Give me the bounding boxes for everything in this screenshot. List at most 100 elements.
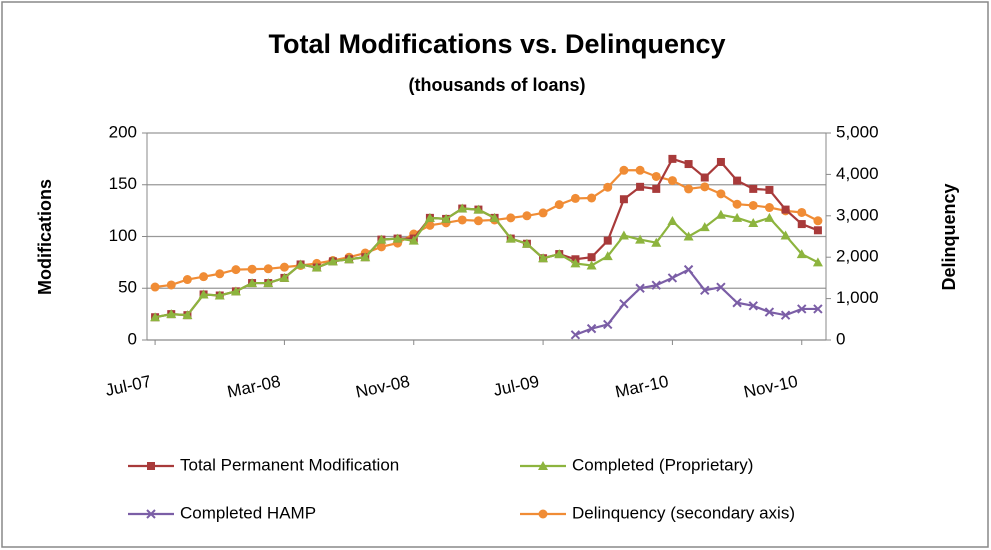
data-point	[651, 237, 662, 247]
data-point	[699, 222, 710, 232]
legend-marker	[147, 462, 155, 470]
data-point	[344, 254, 355, 264]
data-point	[780, 310, 791, 320]
data-point	[683, 264, 694, 275]
data-point	[716, 189, 726, 199]
data-point	[489, 212, 500, 222]
data-point	[279, 272, 290, 282]
data-point	[684, 184, 694, 194]
data-point	[570, 330, 581, 340]
data-point	[457, 203, 468, 213]
chart-subtitle: (thousands of loans)	[409, 75, 586, 95]
y2-tick-label: 2,000	[836, 247, 879, 266]
data-point	[505, 233, 516, 243]
y2-tick-label: 5,000	[836, 122, 879, 141]
data-point	[652, 184, 661, 193]
y2-tick-label: 0	[836, 329, 845, 348]
data-point	[231, 265, 241, 275]
data-point	[748, 200, 758, 210]
data-point	[263, 278, 274, 288]
data-point	[570, 258, 581, 268]
data-point	[586, 323, 597, 334]
data-point	[749, 184, 758, 193]
data-point	[651, 280, 661, 290]
legend-marker	[538, 461, 548, 470]
y-tick-label: 150	[109, 174, 137, 193]
data-point	[506, 213, 516, 223]
y-tick-label: 100	[109, 226, 137, 245]
data-point	[780, 230, 791, 240]
series-line	[575, 268, 818, 336]
y-tick-label: 0	[128, 329, 137, 348]
data-point	[797, 304, 807, 314]
data-point	[473, 204, 484, 214]
data-point	[619, 195, 628, 204]
data-point	[587, 253, 596, 262]
data-point	[700, 182, 710, 192]
data-point	[424, 212, 435, 222]
data-point	[230, 286, 241, 296]
data-point	[522, 211, 532, 221]
data-point	[247, 278, 258, 288]
data-point	[554, 249, 565, 259]
data-point	[812, 257, 823, 267]
legend-label: Completed (Proprietary)	[572, 455, 753, 474]
data-point	[198, 289, 209, 299]
data-point	[619, 165, 629, 175]
data-point	[182, 310, 193, 320]
data-point	[586, 260, 597, 270]
data-point	[635, 165, 645, 175]
y2-tick-label: 4,000	[836, 164, 879, 183]
data-point	[214, 290, 225, 300]
data-point	[764, 307, 775, 317]
data-point	[667, 176, 677, 186]
data-point	[376, 234, 387, 244]
data-point	[667, 215, 678, 225]
data-point	[765, 185, 774, 194]
legend-label: Completed HAMP	[180, 503, 316, 522]
legend-label: Total Permanent Modification	[180, 455, 399, 474]
y2-axis-label: Delinquency	[939, 183, 959, 290]
data-point	[764, 212, 775, 222]
legend-marker	[538, 509, 548, 519]
data-point	[603, 319, 613, 330]
data-point	[748, 301, 758, 311]
data-point	[635, 283, 645, 293]
data-point	[602, 251, 613, 261]
data-point	[668, 154, 677, 163]
data-point	[425, 220, 435, 230]
data-point	[247, 264, 257, 274]
data-point	[473, 216, 483, 226]
data-point	[360, 252, 371, 262]
data-point	[683, 231, 694, 241]
data-point	[797, 220, 806, 229]
data-point	[797, 207, 807, 217]
data-point	[764, 203, 774, 213]
data-point	[636, 182, 645, 191]
data-point	[732, 298, 742, 308]
data-point	[538, 208, 548, 218]
data-point	[619, 299, 629, 309]
data-point	[603, 236, 612, 245]
data-point	[570, 193, 580, 203]
data-point	[408, 235, 419, 245]
data-point	[199, 272, 209, 282]
data-point	[796, 249, 807, 259]
data-point	[781, 205, 790, 214]
y-tick-label: 200	[109, 122, 137, 141]
data-point	[813, 304, 823, 314]
legend-marker	[146, 509, 156, 519]
data-point	[716, 282, 726, 292]
data-point	[215, 269, 225, 279]
data-point	[279, 262, 289, 272]
data-point	[182, 275, 192, 285]
data-point	[635, 234, 646, 244]
data-point	[733, 176, 742, 185]
data-point	[716, 157, 725, 166]
data-point	[521, 238, 532, 248]
data-point	[684, 160, 693, 169]
data-point	[603, 182, 613, 192]
data-point	[538, 253, 549, 263]
